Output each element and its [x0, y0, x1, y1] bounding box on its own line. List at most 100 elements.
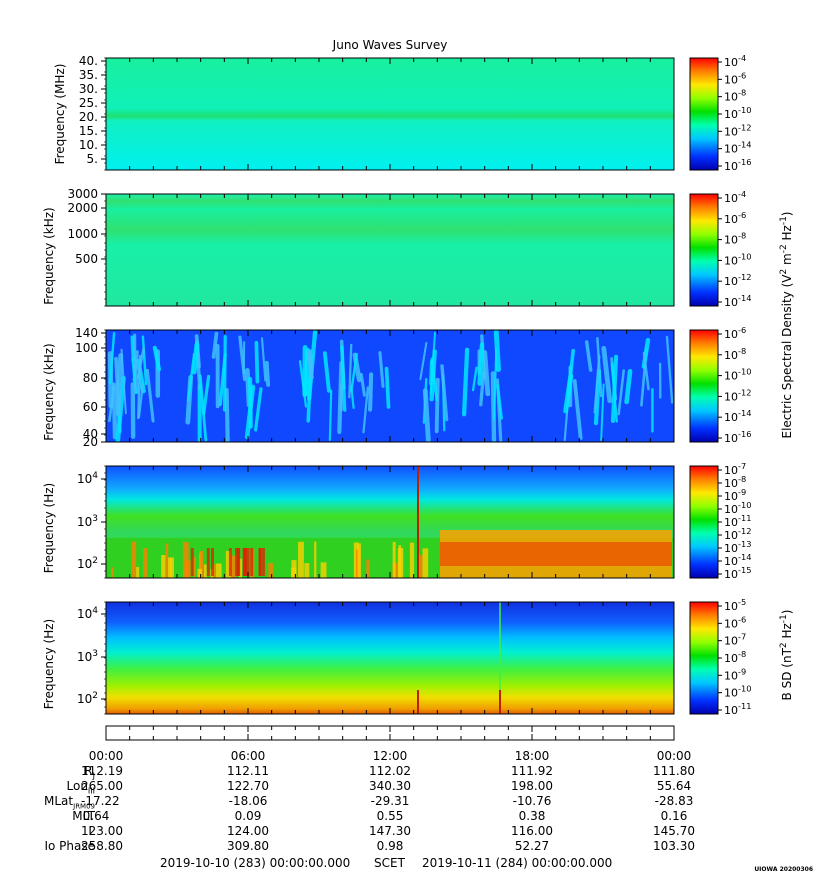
emission-patch: [111, 567, 114, 578]
emission-streak: [191, 342, 200, 375]
ytick-label: 3000: [67, 187, 98, 201]
emission-streak: [152, 345, 162, 372]
emission-streak: [247, 376, 253, 429]
panel-5-ylabel: Frequency (Hz): [42, 619, 56, 710]
emission-streak: [115, 375, 126, 443]
electric-colorbar-title: Electric Spectral Density (V2 m-2 Hz-1): [779, 211, 794, 438]
emission-streak: [477, 342, 485, 386]
panel-1-plot: [105, 57, 675, 171]
emission-patch: [392, 541, 396, 578]
ephem-value: 0.09: [234, 809, 262, 823]
emission-patch: [228, 548, 232, 576]
panel-1-ylabel: Frequency (MHz): [53, 64, 67, 165]
emission-streak: [222, 334, 227, 412]
ephem-row-name: MLatJRM09: [44, 794, 95, 811]
ytick-label: 5.: [87, 152, 98, 166]
emission-streak: [490, 371, 497, 443]
colorbar-label: 10-14: [724, 552, 751, 568]
emission-streak: [384, 366, 391, 409]
panel-1-xticks: [105, 58, 675, 170]
emission-patch: [235, 548, 239, 576]
emission-streak: [211, 331, 219, 359]
emission-streak: [563, 373, 574, 414]
time-label: 00:00: [88, 749, 124, 763]
ytick-label: 140: [75, 326, 98, 340]
ytick-label: 20: [83, 435, 98, 449]
colorbar-label: 10-6: [724, 70, 746, 86]
ephem-value: 265.00: [81, 779, 123, 793]
emission-patch: [398, 545, 402, 578]
emission-patch: [193, 556, 196, 578]
emission-streak: [108, 332, 116, 385]
colorbar-label: 10-16: [724, 157, 751, 173]
panel-1-yticks: 40.35.30.25.20.15.10.5.: [79, 54, 106, 171]
emission-streak: [120, 348, 127, 415]
colorbar-label: 10-7: [724, 632, 746, 648]
ephem-value: -10.76: [512, 794, 552, 808]
panel-5-xticks: [105, 602, 675, 714]
emission-streak: [328, 389, 333, 442]
ephem-value: -28.83: [654, 794, 694, 808]
panel-3-ylabel: Frequency (kHz): [42, 343, 56, 440]
emission-streak: [482, 350, 491, 397]
colorbar-label: 10-5: [724, 597, 746, 613]
colorbar-label: 10-10: [724, 367, 751, 383]
emission-streak: [593, 355, 601, 414]
ephem-value: 198.00: [511, 779, 553, 793]
emission-streak: [440, 364, 449, 422]
panel-4-intense-core: [440, 542, 672, 566]
colorbar-label: 10-10: [724, 500, 751, 516]
emission-streak: [141, 335, 148, 386]
ephem-row-l: L 123.00 124.00 147.30 116.00 145.70: [0, 824, 815, 839]
emission-streak: [600, 383, 605, 442]
emission-streak: [131, 357, 137, 395]
emission-streak: [224, 387, 230, 443]
ephem-value: 0.55: [376, 809, 404, 823]
footer-end-time: 2019-10-11 (284) 00:00:00.000: [422, 856, 613, 870]
emission-patch: [197, 568, 202, 578]
ytick-label: 25.: [79, 96, 98, 110]
ephem-row-name: RJ: [84, 764, 95, 781]
ytick-label: 104: [77, 471, 98, 486]
colorbar-label: 10-14: [724, 408, 751, 424]
emission-streak: [461, 347, 470, 417]
emission-patch: [243, 548, 247, 576]
ephem-value: -29.31: [370, 794, 410, 808]
colorbar-label: 10-6: [724, 325, 746, 341]
emission-streak: [584, 340, 593, 372]
emission-streak: [610, 354, 619, 423]
emission-patch: [422, 548, 429, 578]
panel-3-emission-bursts: [107, 329, 674, 443]
emission-patch: [357, 543, 361, 578]
emission-streak: [350, 353, 358, 392]
emission-streak: [617, 369, 625, 416]
ytick-label: 100: [75, 341, 98, 355]
colorbar-label: 10-15: [724, 565, 751, 581]
emission-streak: [359, 372, 366, 397]
emission-streak: [493, 329, 501, 372]
emission-patch: [246, 548, 250, 576]
panel-4-emission-bursts: [111, 541, 429, 578]
emission-patch: [203, 564, 207, 578]
emission-streak: [264, 360, 271, 387]
ytick-label: 10.: [79, 138, 98, 152]
magnetic-colorbar-title: B SD (nT2 Hz-1): [779, 610, 794, 701]
panel-5-plot: [105, 601, 675, 715]
colorbar-label: 10-10: [724, 105, 751, 121]
ytick-label: 20.: [79, 110, 98, 124]
ytick-label: 80: [83, 371, 98, 385]
emission-patch: [215, 563, 222, 578]
ytick-label: 35.: [79, 68, 98, 82]
time-axis-ticks: [105, 726, 675, 740]
panel-4-ylabel: Frequency (Hz): [42, 483, 56, 574]
ephem-value: 0.16: [660, 809, 688, 823]
ytick-label: 102: [77, 691, 98, 706]
ytick-label: 1000: [67, 227, 98, 241]
ephem-row-name: L: [88, 824, 95, 838]
